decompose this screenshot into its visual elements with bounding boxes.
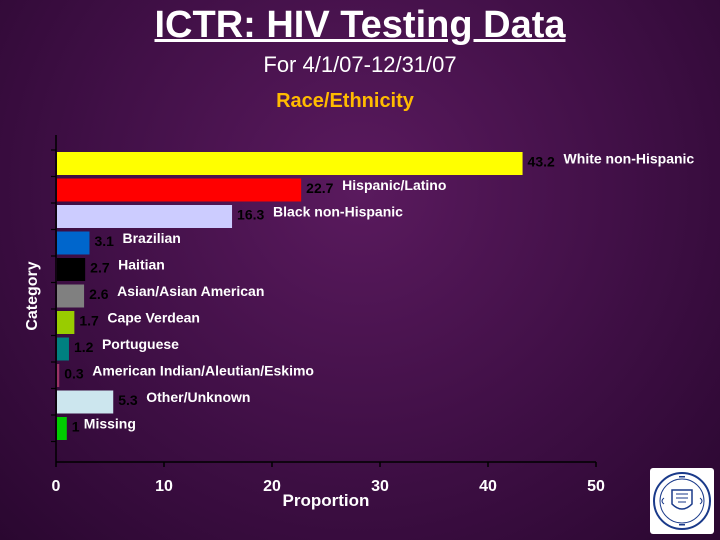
bar-category-label: American Indian/Aleutian/Eskimo bbox=[92, 363, 314, 379]
bar-category-label: Black non-Hispanic bbox=[273, 204, 403, 220]
university-seal-logo bbox=[650, 468, 714, 534]
bar bbox=[57, 337, 69, 361]
chart-axes: 0 10 20 30 40 50 bbox=[51, 135, 605, 495]
bar-value-label: 1.7 bbox=[79, 312, 99, 328]
bar-category-label: Hispanic/Latino bbox=[342, 177, 446, 193]
bar-category-label: Portuguese bbox=[102, 336, 179, 352]
y-axis-label: Category bbox=[24, 261, 41, 330]
x-tick-label: 10 bbox=[155, 478, 173, 495]
bar bbox=[57, 364, 60, 387]
bar-value-label: 16.3 bbox=[237, 206, 264, 222]
bar-value-label: 5.3 bbox=[118, 392, 138, 408]
bar-category-label: Asian/Asian American bbox=[117, 283, 264, 299]
chart-title: Race/Ethnicity bbox=[276, 90, 414, 112]
bar bbox=[57, 231, 90, 255]
bar-category-label: Haitian bbox=[118, 257, 165, 273]
bar-category-label: Other/Unknown bbox=[146, 389, 250, 405]
bar-value-label: 3.1 bbox=[94, 233, 114, 249]
bar bbox=[57, 205, 233, 228]
x-tick-label: 40 bbox=[479, 478, 497, 495]
x-axis-label: Proportion bbox=[283, 491, 370, 510]
bar-value-label: 2.6 bbox=[89, 286, 109, 302]
x-tick-label: 0 bbox=[52, 478, 61, 495]
bar bbox=[57, 390, 114, 414]
bar bbox=[57, 417, 67, 440]
x-tick-label: 30 bbox=[371, 478, 389, 495]
bar-value-label: 1 bbox=[72, 418, 80, 434]
bar-value-label: 1.2 bbox=[74, 339, 94, 355]
chart-bars bbox=[57, 152, 523, 440]
bar-value-label: 2.7 bbox=[90, 259, 110, 275]
bar bbox=[57, 258, 86, 281]
slide-title: ICTR: HIV Testing Data bbox=[154, 4, 566, 46]
bar-value-label: 43.2 bbox=[528, 153, 555, 169]
bar bbox=[57, 178, 302, 202]
x-tick-label: 50 bbox=[587, 478, 605, 495]
bar-category-label: Brazilian bbox=[122, 230, 180, 246]
seal-icon bbox=[653, 472, 711, 530]
bar-category-label: Missing bbox=[84, 416, 136, 432]
bar bbox=[57, 284, 85, 308]
bar-value-label: 22.7 bbox=[306, 180, 333, 196]
bar-value-label: 0.3 bbox=[64, 365, 84, 381]
bar-category-label: White non-Hispanic bbox=[564, 151, 695, 167]
bar bbox=[57, 152, 523, 175]
bar-category-label: Cape Verdean bbox=[107, 310, 200, 326]
bar bbox=[57, 311, 75, 334]
chart-bar-labels: 43.2 White non-Hispanic 22.7 Hispanic/Latin… bbox=[64, 151, 694, 435]
x-tick-label: 20 bbox=[263, 478, 281, 495]
slide-subtitle: For 4/1/07-12/31/07 bbox=[263, 52, 457, 77]
